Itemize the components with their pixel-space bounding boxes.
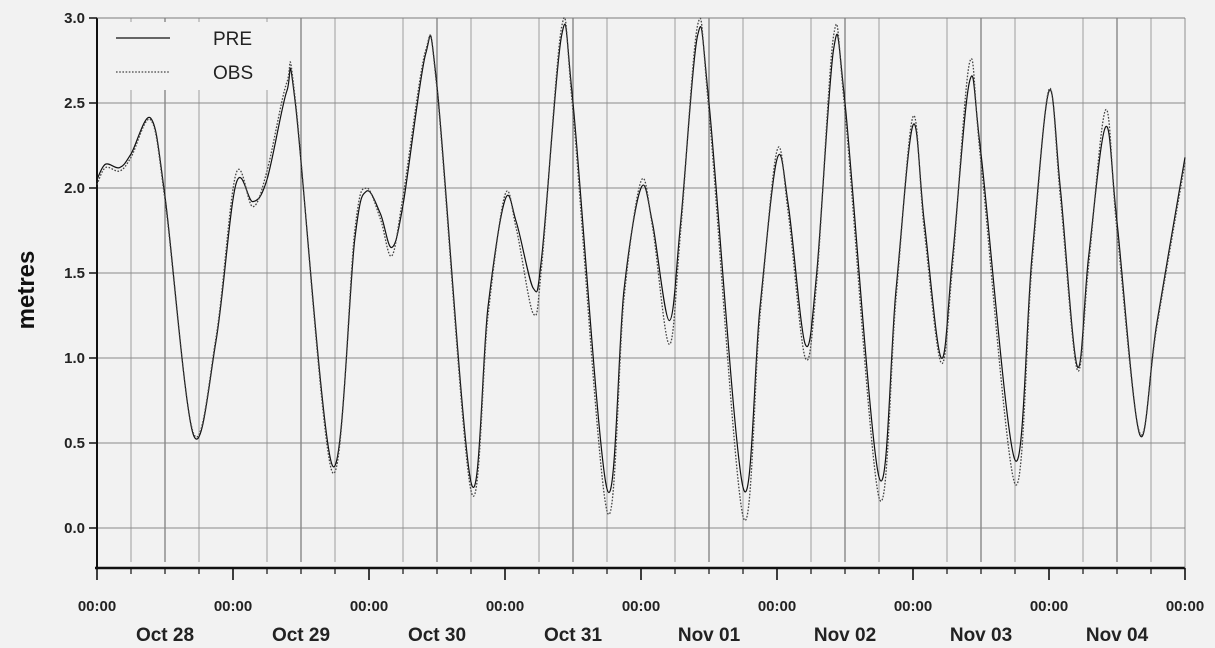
x-tick-date-label: Oct 29: [272, 625, 330, 646]
x-tick-date-label: Nov 02: [814, 625, 876, 646]
x-tick-date-label: Nov 04: [1086, 625, 1149, 646]
y-tick-label: 0.0: [64, 520, 85, 537]
series-lines: [96, 17, 1186, 521]
x-tick-date-label: Oct 28: [136, 625, 194, 646]
x-tick-time-label: 00:00: [894, 598, 932, 615]
y-tick-label: 0.5: [64, 435, 85, 452]
y-axis-label: metres: [13, 251, 40, 330]
x-tick-time-label: 00:00: [78, 598, 116, 615]
legend-label-pre: PRE: [213, 29, 252, 50]
axes: 3.0 2.5 2.0 1.5 1.0 0.5 0.0 00:00 Oct 28 00:00 Oct…: [64, 10, 1204, 646]
series-pre-line: [96, 23, 1186, 493]
legend-label-obs: OBS: [213, 63, 253, 84]
x-tick-time-label: 00:00: [1030, 598, 1068, 615]
x-tick-date-label: Nov 01: [678, 625, 741, 646]
x-tick-time-label: 00:00: [486, 598, 524, 615]
y-tick-label: 2.5: [64, 95, 85, 112]
x-tick-time-label: 00:00: [758, 598, 796, 615]
y-tick-label: 2.0: [64, 180, 85, 197]
y-tick-label: 3.0: [64, 10, 85, 27]
series-obs-line: [96, 17, 1186, 521]
x-tick-time-label: 00:00: [214, 598, 252, 615]
grid-lines: [97, 17, 1185, 562]
y-tick-label: 1.0: [64, 350, 85, 367]
x-tick-time-label: 00:00: [622, 598, 660, 615]
x-tick-time-label: 00:00: [350, 598, 388, 615]
x-tick-date-label: Oct 31: [544, 625, 603, 646]
legend: PRE OBS: [103, 22, 283, 90]
x-tick-date-label: Nov 03: [950, 625, 1012, 646]
x-tick-date-label: Oct 30: [408, 625, 466, 646]
x-tick-time-label: 00:00: [1166, 598, 1204, 615]
y-tick-label: 1.5: [64, 265, 85, 282]
legend-background: [103, 22, 283, 90]
